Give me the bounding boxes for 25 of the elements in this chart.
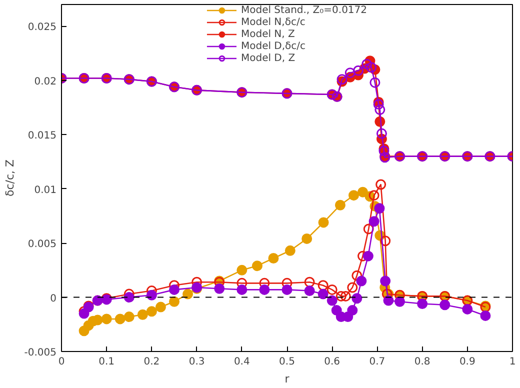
x-tick-label: 1	[509, 356, 516, 368]
legend-label: Model D, Z	[240, 52, 296, 64]
legend-label: Model Stand., Z₀=0.0172	[240, 4, 368, 16]
x-tick-label: 0.5	[279, 356, 295, 368]
y-tick-label: 0.005	[28, 239, 57, 250]
x-tick-label: 0.3	[188, 356, 205, 368]
x-tick-label: 0	[58, 356, 65, 368]
x-axis-title: r	[284, 372, 290, 386]
y-tick-label: 0.015	[28, 130, 57, 142]
y-tick-label: 0.025	[28, 22, 57, 34]
y-tick-label: 0.02	[34, 76, 56, 88]
y-tick-label: 0	[50, 293, 57, 304]
x-tick-label: 0.6	[324, 356, 340, 368]
x-tick-label: 0.4	[234, 356, 250, 368]
x-tick-label: 0.8	[414, 356, 430, 368]
x-tick-label: 0.9	[459, 356, 476, 368]
y-axis-title: δc/c, Z	[3, 159, 16, 197]
y-tick-label: -0.005	[24, 348, 57, 358]
x-tick-label: 0.1	[98, 356, 115, 368]
y-tick-label: 0.01	[34, 184, 56, 196]
legend-label: Model N,δc/c	[240, 16, 306, 28]
legend-label: Model N, Z	[240, 28, 295, 40]
x-tick-label: 0.2	[144, 356, 160, 368]
legend-label: Model D,δc/c	[240, 40, 306, 52]
x-tick-label: 0.7	[369, 356, 386, 368]
